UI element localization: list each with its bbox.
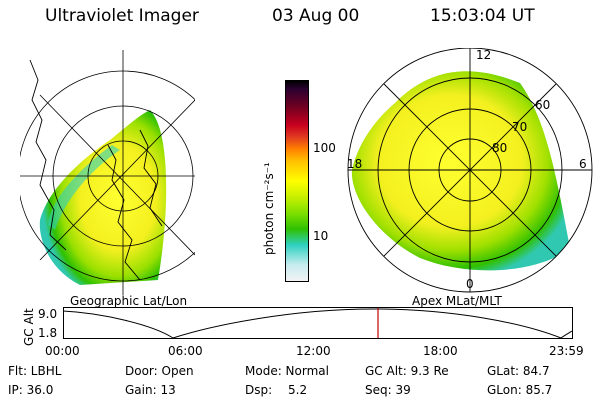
timeline-y-label: GC Alt bbox=[22, 308, 36, 346]
time-label: 15:03:04 UT bbox=[430, 6, 535, 26]
mlt-label-0: 0 bbox=[466, 277, 474, 291]
mlat-label-80: 80 bbox=[492, 141, 508, 155]
mode-label: Mode: Normal bbox=[245, 364, 329, 378]
auroral-emission-apex bbox=[351, 71, 570, 271]
mlat-label-70: 70 bbox=[512, 120, 528, 134]
gc-altitude-timeline bbox=[63, 307, 573, 339]
dsp-value: 5.2 bbox=[288, 383, 308, 397]
gain-label: Gain: 13 bbox=[125, 383, 176, 397]
ip-label: IP: 36.0 bbox=[8, 383, 54, 397]
timeline-x-tick-1800: 18:00 bbox=[423, 344, 458, 358]
mlt-label-6: 6 bbox=[579, 157, 587, 171]
seq-label: Seq: 39 bbox=[365, 383, 411, 397]
auroral-emission-geo bbox=[39, 110, 167, 285]
mlt-label-12: 12 bbox=[476, 48, 492, 62]
timeline-x-tick-1200: 12:00 bbox=[296, 344, 331, 358]
left-panel-caption: Geographic Lat/Lon bbox=[70, 294, 188, 308]
colorbar-tick-100: 100 bbox=[313, 141, 336, 155]
glon-label: GLon: 85.7 bbox=[487, 383, 553, 397]
apex-polar-plot bbox=[347, 48, 593, 293]
geographic-image bbox=[20, 50, 195, 295]
colorbar-unit-label: photon cm⁻²s⁻¹ bbox=[262, 162, 276, 255]
door-label: Door: Open bbox=[125, 364, 194, 378]
mlat-label-60: 60 bbox=[535, 98, 551, 112]
timeline-x-tick-0000: 00:00 bbox=[45, 344, 80, 358]
date-label: 03 Aug 00 bbox=[272, 6, 360, 26]
mlt-label-18: 18 bbox=[347, 157, 363, 171]
right-panel-caption: Apex MLat/MLT bbox=[412, 294, 502, 308]
glat-label: GLat: 84.7 bbox=[487, 364, 550, 378]
filter-label: Flt: LBHL bbox=[8, 364, 62, 378]
timeline-y-tick-bottom: 1.8 bbox=[38, 326, 58, 340]
timeline-x-tick-0600: 06:00 bbox=[168, 344, 203, 358]
gc-alt-label: GC Alt: 9.3 Re bbox=[365, 364, 449, 378]
timeline-x-tick-2359: 23:59 bbox=[549, 344, 584, 358]
colorbar-tick-10: 10 bbox=[313, 229, 329, 243]
instrument-title: Ultraviolet Imager bbox=[45, 6, 199, 26]
dsp-label: Dsp: bbox=[245, 383, 273, 397]
colorbar bbox=[285, 80, 309, 282]
timeline-y-tick-top: 9.0 bbox=[38, 307, 58, 321]
